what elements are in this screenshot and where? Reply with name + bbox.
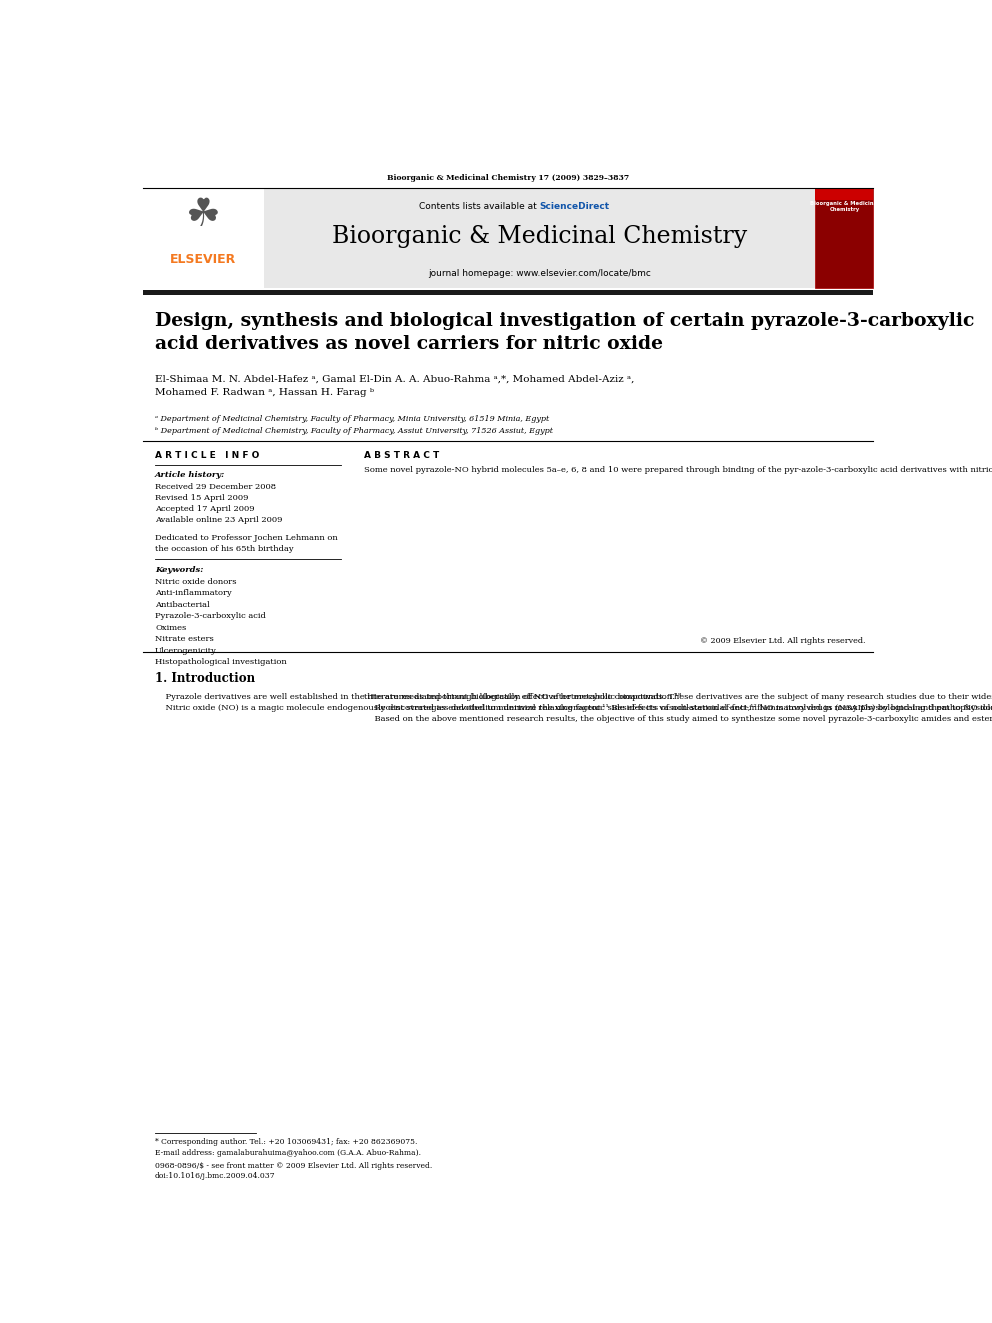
Text: E-mail address: gamalaburahuima@yahoo.com (G.A.A. Abuo-Rahma).: E-mail address: gamalaburahuima@yahoo.co…: [155, 1148, 421, 1156]
Text: ELSEVIER: ELSEVIER: [171, 254, 236, 266]
Text: A B S T R A C T: A B S T R A C T: [364, 451, 439, 460]
Bar: [144, 188, 873, 288]
Text: Bioorganic & Medicinal
Chemistry: Bioorganic & Medicinal Chemistry: [809, 201, 879, 212]
Text: © 2009 Elsevier Ltd. All rights reserved.: © 2009 Elsevier Ltd. All rights reserved…: [700, 636, 866, 644]
Text: trite are mediated through liberation of NO after metabolic bioactivation.¹⁸
   : trite are mediated through liberation of…: [364, 693, 992, 722]
Text: Nitric oxide donors
Anti-inflammatory
Antibacterial
Pyrazole-3-carboxylic acid
O: Nitric oxide donors Anti-inflammatory An…: [155, 578, 287, 665]
Bar: [144, 290, 873, 295]
Text: journal homepage: www.elsevier.com/locate/bmc: journal homepage: www.elsevier.com/locat…: [428, 269, 651, 278]
Text: doi:10.1016/j.bmc.2009.04.037: doi:10.1016/j.bmc.2009.04.037: [155, 1172, 276, 1180]
Text: Article history:: Article history:: [155, 471, 225, 479]
Text: ᵇ Department of Medicinal Chemistry, Faculty of Pharmacy, Assiut University, 715: ᵇ Department of Medicinal Chemistry, Fac…: [155, 427, 553, 435]
Text: A R T I C L E   I N F O: A R T I C L E I N F O: [155, 451, 259, 460]
Text: Bioorganic & Medicinal Chemistry: Bioorganic & Medicinal Chemistry: [331, 225, 747, 247]
Text: 0968-0896/$ - see front matter © 2009 Elsevier Ltd. All rights reserved.: 0968-0896/$ - see front matter © 2009 El…: [155, 1162, 433, 1170]
Bar: [815, 188, 873, 288]
Text: El-Shimaa M. N. Abdel-Hafez ᵃ, Gamal El-Din A. A. Abuo-Rahma ᵃ,*, Mohamed Abdel-: El-Shimaa M. N. Abdel-Hafez ᵃ, Gamal El-…: [155, 376, 634, 397]
Text: Keywords:: Keywords:: [155, 566, 203, 574]
Text: * Corresponding author. Tel.: +20 103069431; fax: +20 862369075.: * Corresponding author. Tel.: +20 103069…: [155, 1138, 418, 1146]
Text: Some novel pyrazole-NO hybrid molecules 5a–e, 6, 8 and 10 were prepared through : Some novel pyrazole-NO hybrid molecules …: [364, 466, 992, 474]
Text: ScienceDirect: ScienceDirect: [540, 202, 609, 210]
Text: Received 29 December 2008
Revised 15 April 2009
Accepted 17 April 2009
Available: Received 29 December 2008 Revised 15 Apr…: [155, 483, 283, 524]
Text: Bioorganic & Medicinal Chemistry 17 (2009) 3829–3837: Bioorganic & Medicinal Chemistry 17 (200…: [387, 175, 630, 183]
Text: 1. Introduction: 1. Introduction: [155, 672, 255, 684]
Text: Design, synthesis and biological investigation of certain pyrazole-3-carboxylic
: Design, synthesis and biological investi…: [155, 312, 974, 353]
Text: ᵃ Department of Medicinal Chemistry, Faculty of Pharmacy, Minia University, 6151: ᵃ Department of Medicinal Chemistry, Fac…: [155, 415, 550, 423]
Text: Contents lists available at: Contents lists available at: [419, 202, 540, 210]
Text: Pyrazole derivatives are well established in the literatures as important biolog: Pyrazole derivatives are well establishe…: [155, 693, 992, 712]
Text: Dedicated to Professor Jochen Lehmann on
the occasion of his 65th birthday: Dedicated to Professor Jochen Lehmann on…: [155, 534, 337, 553]
Bar: [144, 188, 264, 288]
Text: ☘: ☘: [186, 196, 221, 234]
Bar: [815, 188, 873, 200]
